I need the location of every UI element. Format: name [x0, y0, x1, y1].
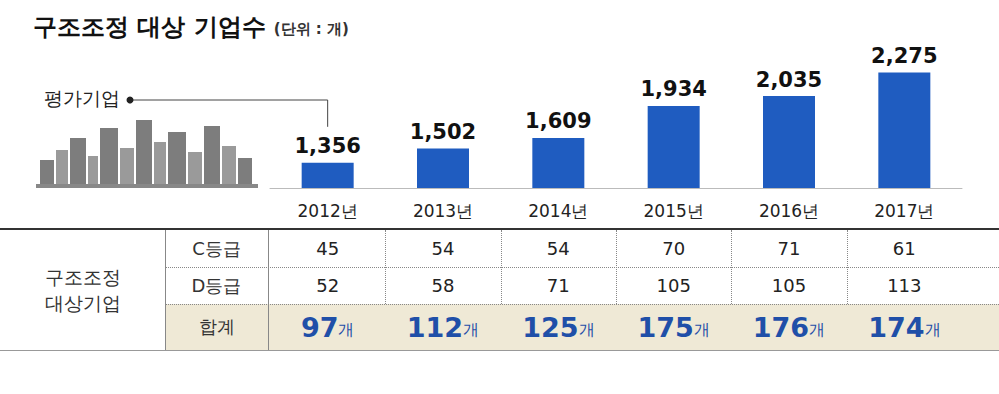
- svg-text:평가기업: 평가기업: [44, 87, 120, 109]
- svg-text:(단위 : 개): (단위 : 개): [274, 20, 349, 38]
- svg-text:2016년: 2016년: [759, 201, 819, 221]
- svg-text:2,275: 2,275: [871, 44, 937, 68]
- html-text:C등급: C등급: [192, 237, 241, 259]
- html-text:합계: 합계: [198, 316, 235, 337]
- html-text:105: 105: [656, 275, 691, 296]
- html-text:52: 52: [316, 275, 340, 296]
- html-text:54: 54: [546, 238, 570, 259]
- html-text:45: 45: [316, 238, 340, 259]
- html-text:174개: 174개: [868, 311, 941, 343]
- svg-text:2015년: 2015년: [644, 201, 704, 221]
- html-text:97개: 97개: [300, 311, 355, 343]
- svg-text:구조조정 대상 기업수: 구조조정 대상 기업수: [33, 13, 266, 41]
- svg-text:2012년: 2012년: [298, 201, 358, 221]
- svg-text:1,609: 1,609: [525, 109, 591, 133]
- svg-text:2017년: 2017년: [874, 201, 934, 221]
- html-text:70: 70: [662, 238, 686, 259]
- html-text:105: 105: [771, 275, 807, 296]
- html-text:구조조정 대상기업: 구조조정 대상기업: [44, 266, 121, 314]
- html-text:58: 58: [431, 275, 455, 296]
- html-text:71: 71: [546, 275, 570, 296]
- svg-text:1,502: 1,502: [410, 120, 476, 144]
- html-text:54: 54: [431, 238, 455, 259]
- svg-text:2013년: 2013년: [413, 201, 473, 221]
- html-text:71: 71: [777, 238, 801, 259]
- html-text:61: 61: [892, 238, 916, 259]
- svg-text:1,934: 1,934: [640, 77, 706, 101]
- html-text:125개: 125개: [522, 311, 595, 343]
- svg-text:2014년: 2014년: [528, 201, 588, 221]
- html-text:175개: 175개: [637, 311, 710, 343]
- html-text:112개: 112개: [406, 311, 480, 343]
- html-text:D등급: D등급: [191, 274, 242, 296]
- svg-text:2,035: 2,035: [756, 68, 822, 92]
- html-text:113: 113: [887, 275, 922, 296]
- html-text:176개: 176개: [752, 311, 826, 343]
- svg-text:1,356: 1,356: [294, 134, 360, 158]
